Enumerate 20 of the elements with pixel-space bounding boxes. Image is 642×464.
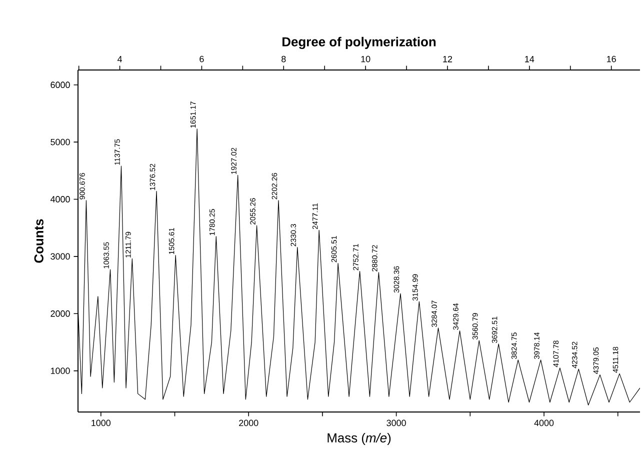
x2-tick-label: 8 (282, 56, 286, 62)
x-tick-label: 4000 (534, 420, 554, 426)
y-axis-title: Counts (34, 219, 44, 263)
x2-axis-title: Degree of polymerization (282, 36, 436, 50)
x-tick-label: 1000 (92, 420, 111, 426)
x2-tick-label: 4 (118, 56, 122, 62)
x2-tick-label: 6 (200, 56, 204, 62)
y-tick-label: 1000 (50, 368, 70, 374)
y-tick-label: 6000 (50, 82, 70, 88)
x2-tick-label: 10 (361, 56, 370, 62)
x2-tick-label: 12 (443, 56, 452, 62)
y-tick-label: 4000 (50, 196, 70, 202)
y-tick-label: 5000 (50, 138, 70, 146)
y-tick-label: 2000 (50, 310, 70, 317)
x-tick-label: 3000 (386, 420, 406, 426)
x2-tick-label: 14 (525, 56, 534, 62)
y-tick-label: 3000 (50, 253, 70, 260)
x-tick-label: 2000 (239, 420, 258, 426)
x2-tick-label: 16 (607, 56, 616, 62)
x-axis-title: Mass (m/e) (328, 432, 391, 446)
